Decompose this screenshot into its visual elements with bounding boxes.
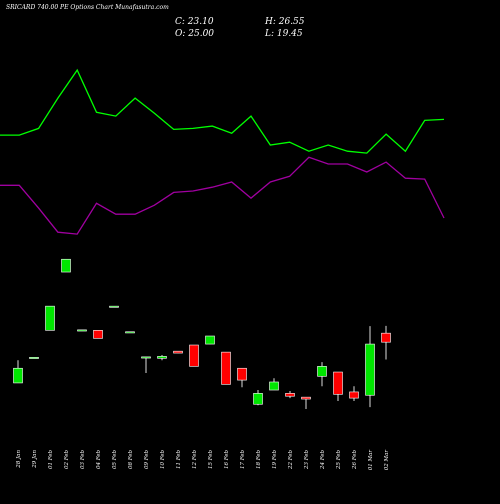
x-tick-label: 18 Feb xyxy=(256,450,262,470)
x-tick-label: 28 Jan xyxy=(16,450,22,469)
x-tick-label: 10 Feb xyxy=(160,450,166,470)
x-tick-label: 02 Feb xyxy=(64,450,70,470)
x-tick-label: 04 Feb xyxy=(96,450,102,470)
candle-body xyxy=(125,331,135,334)
stat-open: O: 25.00 xyxy=(175,29,214,39)
candle-body xyxy=(77,329,87,332)
x-tick-label: 24 Feb xyxy=(320,450,326,471)
x-tick-label: 15 Feb xyxy=(208,450,214,470)
candle-body xyxy=(349,391,359,399)
candle-body xyxy=(317,366,327,377)
stat-high: H: 26.55 xyxy=(264,17,305,27)
candle-body xyxy=(253,393,263,405)
candle-body xyxy=(381,332,391,343)
candle-body xyxy=(333,371,343,395)
candle-body xyxy=(221,351,231,385)
candle-body xyxy=(109,305,119,308)
x-tick-label: 03 Feb xyxy=(80,450,86,470)
x-tick-label: 26 Feb xyxy=(352,450,358,471)
x-tick-label: 05 Feb xyxy=(112,450,118,470)
x-tick-label: 23 Feb xyxy=(304,450,310,471)
x-tick-label: 17 Feb xyxy=(240,450,246,470)
candle-body xyxy=(141,356,151,359)
x-tick-label: 11 Feb xyxy=(176,450,182,470)
indicator-line xyxy=(0,68,445,154)
x-tick-label: 19 Feb xyxy=(272,450,278,470)
candle-body xyxy=(45,305,55,331)
x-tick-label: 01 Feb xyxy=(48,450,54,470)
candle-body xyxy=(61,258,71,273)
x-tick-label: 02 Mar xyxy=(384,450,390,471)
x-tick-label: 22 Feb xyxy=(288,450,294,471)
chart-title: SRICARD 740.00 PE Options Chart Munafasu… xyxy=(6,4,169,11)
candle-body xyxy=(301,396,311,400)
x-tick-label: 16 Feb xyxy=(224,450,230,470)
candle-body xyxy=(269,381,279,391)
x-tick-label: 12 Feb xyxy=(192,450,198,470)
x-tick-label: 25 Feb xyxy=(336,450,342,471)
candle-body xyxy=(189,344,199,367)
x-tick-label: 01 Mar xyxy=(368,450,374,471)
stat-close: C: 23.10 xyxy=(175,17,214,27)
candle-body xyxy=(285,393,295,397)
x-tick-label: 08 Feb xyxy=(128,450,134,470)
candle-body xyxy=(29,357,39,359)
candle-body xyxy=(173,350,183,354)
candle-body xyxy=(365,343,375,396)
candle-body xyxy=(93,330,103,339)
candle-body xyxy=(157,356,167,359)
indicator-line xyxy=(0,156,445,235)
x-tick-label: 29 Jan xyxy=(32,450,38,469)
candle-body xyxy=(13,367,23,384)
x-tick-label: 09 Feb xyxy=(144,450,150,470)
candle-body xyxy=(205,335,215,345)
stat-low: L: 19.45 xyxy=(264,29,303,39)
candle-body xyxy=(237,367,247,381)
